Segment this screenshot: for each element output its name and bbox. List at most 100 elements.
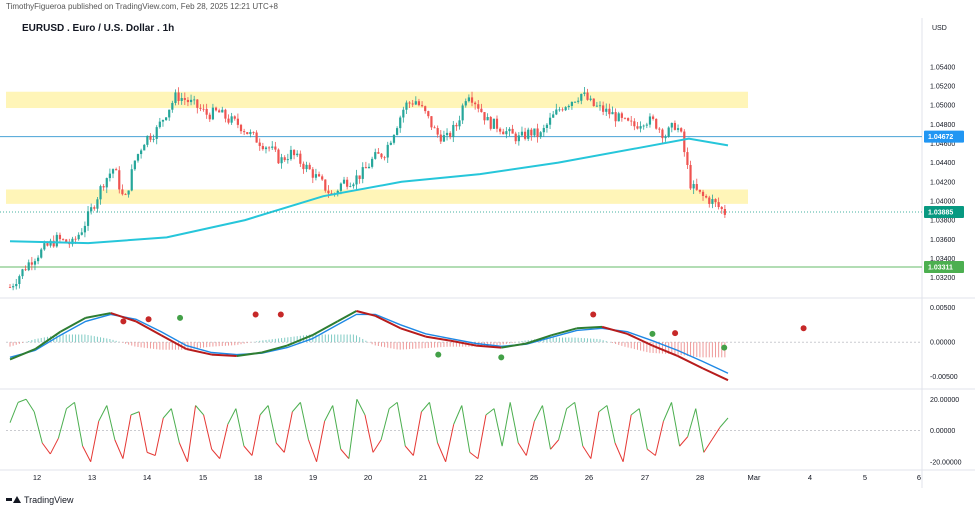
candle (342, 176, 346, 185)
candle-body (18, 276, 21, 285)
candle-body (564, 107, 567, 111)
candle-body (467, 97, 470, 102)
x-tick-label: 19 (309, 473, 317, 482)
candle (149, 133, 152, 143)
candle (12, 283, 15, 291)
candle-body (171, 102, 174, 110)
candle (8, 283, 12, 289)
zone-lower_zone (6, 189, 748, 204)
candle (155, 125, 158, 145)
candle-body (12, 286, 15, 288)
candle-body (661, 129, 664, 139)
candle-body (233, 116, 236, 119)
x-tick-label: 18 (254, 473, 262, 482)
candle (573, 101, 577, 103)
osc-line-segment (57, 408, 67, 439)
candle (655, 118, 658, 130)
candle-body (399, 117, 402, 129)
candle-body (292, 149, 296, 156)
footer-brand: TradingView (24, 495, 74, 505)
osc-line-segment (517, 442, 527, 456)
osc-line-segment (679, 436, 689, 447)
candle-body (96, 199, 99, 209)
candle (408, 101, 411, 109)
candle (249, 129, 252, 138)
osc-line-segment (445, 424, 455, 462)
osc-line-segment (195, 405, 204, 416)
candle-body (308, 164, 311, 170)
candle-body (271, 146, 274, 148)
osc-line-segment (630, 408, 640, 416)
candle-body (464, 101, 467, 106)
osc-line-segment (412, 411, 422, 456)
candle (445, 128, 449, 141)
x-tick-label: 5 (863, 473, 867, 482)
candle (480, 103, 483, 113)
candle-body (349, 186, 352, 187)
macd-fast-line-segment (135, 320, 162, 337)
candle (317, 171, 321, 177)
osc-line-segment (227, 408, 237, 425)
candle (714, 198, 717, 208)
candle-body (602, 105, 605, 112)
candle-body (227, 118, 230, 123)
candle (705, 194, 708, 199)
candle-body (717, 202, 720, 208)
candle (296, 150, 299, 158)
candle (592, 98, 595, 107)
candle-body (577, 100, 580, 102)
candle (377, 148, 380, 154)
osc-line-segment (283, 411, 293, 453)
candle-body (695, 184, 698, 190)
candle-body (364, 167, 367, 169)
support-label: 1.03311 (928, 264, 953, 271)
candle-body (605, 108, 608, 112)
candle (177, 87, 180, 105)
candle (286, 153, 289, 164)
macd-fast-line-segment (400, 327, 426, 338)
macd-cross-marker (649, 330, 656, 337)
osc-line-segment (654, 421, 664, 456)
candle (346, 176, 349, 190)
candle-body (636, 126, 639, 129)
candle (486, 113, 489, 121)
candle (555, 103, 558, 116)
osc-line-segment (501, 402, 511, 447)
candle (99, 184, 102, 205)
support-badge (924, 260, 964, 273)
candle-body (573, 101, 577, 103)
candle-body (199, 107, 202, 109)
candle-body (480, 108, 483, 113)
resistance-label: 1.04672 (928, 134, 953, 141)
osc-line-segment (695, 408, 705, 453)
x-tick-label: 13 (88, 473, 96, 482)
macd-y-tick-label: 0.00500 (930, 305, 955, 312)
candle-body (639, 126, 642, 129)
candle-body (455, 124, 458, 127)
candle (402, 106, 405, 123)
candle (602, 101, 605, 116)
x-tick-label: 14 (143, 473, 151, 482)
candle (611, 106, 614, 115)
macd-fast-line-segment (337, 310, 357, 323)
candle (367, 163, 371, 169)
candle (383, 155, 386, 161)
candle (136, 153, 140, 163)
candle (268, 146, 271, 152)
candle (124, 193, 127, 196)
candle (723, 204, 726, 218)
candle (614, 108, 617, 127)
publisher-line: TimothyFigueroa published on TradingView… (6, 2, 278, 11)
candle-body (336, 190, 339, 194)
candle-body (383, 157, 386, 159)
x-tick-label: 12 (33, 473, 41, 482)
y-tick-label: 1.03200 (930, 275, 955, 282)
candle-body (630, 120, 633, 122)
macd-fast-line-segment (110, 312, 137, 323)
candle-body (33, 261, 37, 265)
candle (545, 123, 549, 133)
macd-fast-line-segment (160, 334, 187, 350)
candle-body (321, 176, 324, 180)
candle (380, 153, 383, 160)
candle-body (174, 92, 177, 103)
